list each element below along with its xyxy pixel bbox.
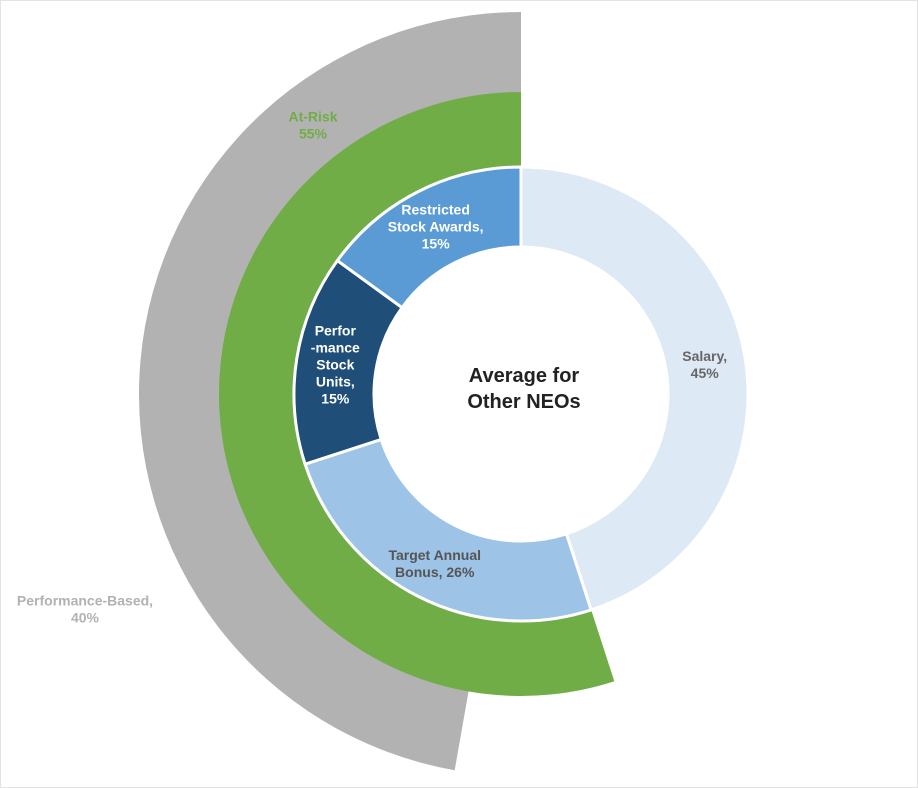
outer-ring-performance-based-segment [139,12,521,771]
outer-ring-at-risk-segment [219,92,615,696]
inner-label-performance-stock-units: Perfor -mance Stock Units, 15% [311,323,360,407]
chart-title: Average for Other NEOs [467,365,580,413]
outer-label-at-risk: At-Risk 55% [288,109,337,142]
inner-label-salary: Salary, 45% [682,348,727,381]
outer-label-performance-based: Performance-Based, 40% [17,593,153,626]
inner-label-restricted-stock-awards: Restricted Stock Awards, 15% [388,201,484,251]
inner-ring-restricted-stock-awards-segment [335,165,523,310]
inner-ring-target-annual-bonus-segment [303,437,594,623]
inner-ring-salary-segment [519,165,750,612]
inner-label-target-annual-bonus: Target Annual Bonus, 26% [388,547,481,580]
